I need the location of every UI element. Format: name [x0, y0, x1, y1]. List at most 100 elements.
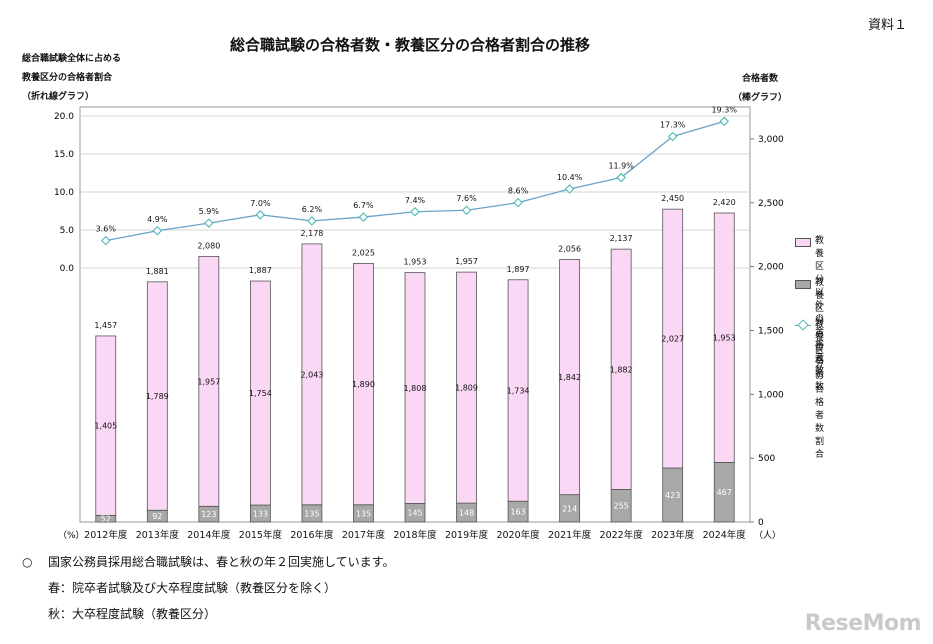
ratio-point	[204, 218, 214, 228]
bar-kyoyo-label: 92	[152, 512, 162, 521]
bar-other	[713, 212, 735, 463]
right-tick-label: 1,000	[758, 390, 784, 400]
bar-other	[559, 259, 581, 496]
legend-swatch-kyoyo	[795, 280, 811, 289]
ratio-point-label: 7.4%	[405, 196, 426, 205]
bar-total-label: 2,178	[300, 229, 323, 238]
ratio-point	[616, 172, 626, 183]
bar-kyoyo-label: 123	[201, 510, 216, 519]
right-axis-label-line: （棒グラフ）	[733, 93, 788, 103]
ratio-point-label: 4.9%	[147, 215, 168, 224]
ratio-point	[358, 212, 369, 222]
chart-title: 総合職試験の合格者数・教養区分の合格者割合の推移	[229, 36, 590, 54]
ratio-point	[513, 197, 523, 208]
bar-other	[610, 248, 632, 490]
bar-other-label: 1,842	[558, 373, 581, 382]
note-line-2: 春：院卒者試験及び大卒程度試験（教養区分を除く）	[48, 581, 337, 595]
bar-kyoyo-label: 214	[562, 504, 577, 513]
bar-kyoyo-label: 145	[407, 509, 422, 518]
legend-swatch-other	[795, 238, 811, 247]
bar-total-label: 1,457	[94, 321, 117, 330]
bar-other	[301, 243, 323, 506]
bar-kyoyo-label: 255	[614, 502, 629, 511]
ratio-point	[667, 131, 678, 142]
bar-other	[249, 280, 271, 506]
note-line-1: ○ 国家公務員採用総合職試験は、春と秋の年２回実施しています。	[22, 549, 394, 575]
x-tick-label: 2014年度	[187, 529, 231, 541]
bar-other-label: 1,808	[404, 384, 427, 393]
circle-bullet-icon: ○	[22, 555, 33, 569]
notes: ○ 国家公務員採用総合職試験は、春と秋の年２回実施しています。 春：院卒者試験及び…	[22, 549, 394, 627]
combo-chart: 0.0 5.0 10.0 15.0 20.0 0 500 1,000 1,500 2,000 2,5…	[54, 105, 784, 541]
bar-total-label: 1,887	[249, 266, 272, 275]
bar-other	[353, 263, 374, 506]
bar-total-label: 2,450	[661, 194, 684, 203]
right-axis-unit: （人）	[754, 530, 781, 541]
x-tick-label: 2020年度	[496, 529, 540, 541]
bar-other	[404, 272, 426, 504]
x-tick-label: 2022年度	[600, 529, 644, 541]
bar-other	[507, 279, 529, 502]
bar-other	[456, 271, 477, 504]
ratio-point	[461, 205, 472, 216]
ratio-line	[105, 120, 725, 242]
left-axis-label-line: 総合職試験全体に占める	[22, 54, 122, 64]
left-tick-label: 20.0	[54, 112, 74, 122]
ratio-point	[100, 235, 111, 246]
ratio-point-label: 19.3%	[712, 105, 738, 114]
right-axis-label: 合格者数 （棒グラフ）	[733, 70, 787, 108]
left-tick-label: 5.0	[60, 226, 75, 236]
bar-total-label: 2,080	[197, 241, 220, 250]
ratio-point	[719, 116, 730, 127]
ratio-point-label: 10.4%	[557, 173, 583, 182]
ratio-point-label: 8.6%	[508, 187, 529, 196]
bar-other	[198, 255, 220, 507]
ratio-point-label: 7.6%	[456, 194, 477, 203]
bar-total-label: 1,953	[404, 258, 427, 267]
bar-total-label: 2,025	[352, 248, 375, 257]
bar-other-label: 1,953	[713, 334, 736, 343]
right-tick-label: 3,000	[758, 135, 784, 145]
legend-label-ratio: 教養区分の 合格者数割合	[815, 320, 825, 460]
right-tick-label: 500	[758, 454, 775, 464]
left-tick-label: 0.0	[60, 264, 75, 274]
ratio-point-label: 5.9%	[199, 207, 220, 216]
note-line-3: 秋：大卒程度試験（教養区分）	[48, 607, 217, 621]
bar-total-label: 2,137	[610, 234, 633, 243]
bar-other-label: 1,405	[94, 422, 117, 431]
left-tick-label: 15.0	[54, 150, 74, 160]
x-tick-label: 2015年度	[239, 529, 283, 541]
left-axis-label-line: 教養区分の合格者割合	[22, 73, 113, 83]
ratio-point	[564, 184, 575, 194]
bar-total-label: 2,420	[713, 198, 736, 207]
bar-other	[95, 335, 117, 516]
x-tick-label: 2012年度	[84, 529, 128, 541]
watermark-logo: ReseMom	[804, 611, 922, 636]
document-label: 資料１	[867, 18, 907, 33]
bar-kyoyo-label: 135	[356, 509, 371, 518]
bar-total-label: 1,897	[507, 265, 530, 274]
bar-other-label: 1,734	[507, 386, 530, 395]
bar-other-label: 1,809	[455, 384, 478, 393]
bar-other	[662, 208, 684, 469]
bar-total-label: 1,881	[146, 267, 169, 276]
x-tick-label: 2023年度	[651, 529, 695, 541]
bar-other-label: 1,789	[146, 392, 169, 401]
left-tick-label: 10.0	[54, 188, 74, 198]
x-tick-label: 2024年度	[703, 529, 747, 541]
ratio-point-label: 11.9%	[608, 162, 634, 171]
bar-kyoyo-label: 133	[253, 510, 268, 519]
right-tick-label: 0	[758, 518, 764, 528]
note-text-1: 国家公務員採用総合職試験は、春と秋の年２回実施しています。	[48, 555, 395, 569]
bar-kyoyo-label: 148	[459, 509, 474, 518]
ratio-point-label: 6.7%	[353, 201, 374, 210]
bar-kyoyo-label: 467	[717, 488, 732, 497]
bar-kyoyo-label: 52	[101, 515, 111, 524]
bar-other-label: 1,957	[197, 377, 220, 386]
bar-kyoyo-label: 163	[510, 508, 525, 517]
x-tick-label: 2013年度	[136, 529, 180, 541]
bar-total-label: 2,056	[558, 244, 581, 253]
ratio-point	[152, 225, 163, 236]
legend-label-kyoyo: 教養区分の 合格者数	[815, 278, 825, 392]
bar-other	[146, 281, 168, 511]
